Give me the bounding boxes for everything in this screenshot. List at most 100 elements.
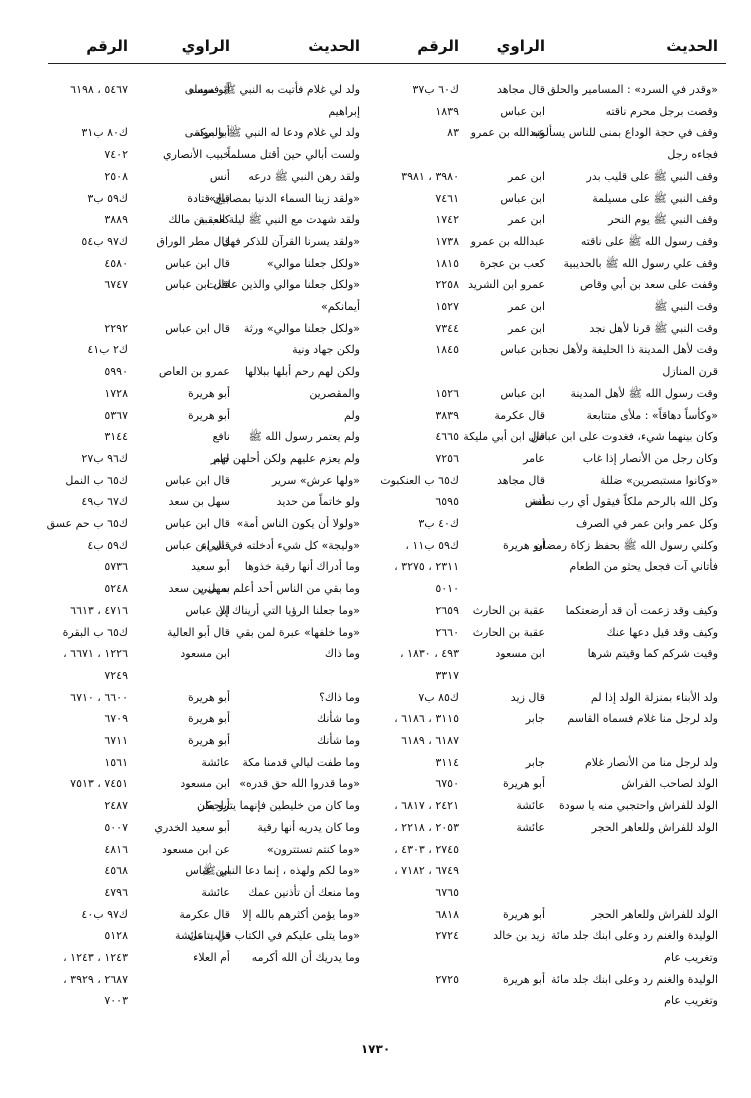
hadith-cell: وما منعك أن تأذنين عمك bbox=[248, 885, 360, 899]
hadith-cell: والمقصرين bbox=[309, 386, 360, 400]
hadith-cell: «وما كنتم تستترون» bbox=[266, 842, 360, 856]
hadith-cell: ولم يعزم عليهم ولكن أحلهن لهم bbox=[213, 451, 360, 465]
number-cell: ٢٤٢١ ، ٦٨١٧ ، bbox=[394, 799, 459, 813]
hadith-cell: ولست أبالي حين أقتل مسلماً bbox=[227, 148, 360, 162]
number-cell: ك٤٠ ب٣ bbox=[418, 517, 459, 530]
number-cell: ٥٠٠٧ bbox=[104, 820, 128, 834]
narrator-cell: قال ابن عباس bbox=[165, 517, 230, 530]
hadith-cell: وقف النبي ﷺ على مسيلمة bbox=[592, 191, 718, 205]
number-cell: ٦٧٦٥ bbox=[435, 885, 459, 899]
number-cell: ٤٦٦٥ bbox=[435, 430, 459, 444]
narrator-cell: ابن عباس bbox=[500, 191, 545, 205]
hadith-cell: وكان بينهما شيء، فغدوت على ابن عباس bbox=[530, 430, 718, 444]
number-cell: ١٧٢٨ bbox=[104, 386, 128, 400]
hadith-cell: ولو خاتماً من حديد bbox=[276, 495, 360, 509]
hadith-cell: «وقدر في السرد» : المسامير والحلق bbox=[547, 83, 718, 96]
hadith-cell: وما يدريك أن الله أكرمه bbox=[251, 951, 360, 964]
narrator-cell: ابن عمر bbox=[508, 300, 545, 313]
hadith-cell: ولد لرجل منا من الأنصار غلام bbox=[584, 755, 718, 769]
narrator-cell: أبو هريرة bbox=[187, 734, 230, 747]
hadith-cell: «وما لكم ولهذه ، إنما دعا النبي ﷺ bbox=[202, 864, 360, 878]
number-cell: ك٥٩ ب٣ bbox=[87, 191, 128, 205]
number-cell: ك٦٠ ب٣٧ bbox=[412, 83, 459, 96]
hadith-cell: «وما خلفها» عبرة لمن بقي bbox=[235, 625, 360, 639]
number-cell: ك٥٩ ب١١ ، bbox=[405, 538, 459, 552]
hadith-cell: ولد الأبناء بمنزلة الولد إذا لم bbox=[590, 690, 718, 704]
number-cell: ك٩٧ ب٤٠ bbox=[81, 907, 128, 921]
hadith-cell: «ولكل جعلنا موالي والذين عاقدت bbox=[206, 278, 360, 292]
narrator-cell: أبو هريرة bbox=[502, 538, 545, 552]
number-cell: ٥٤٦٧ ، ٦١٩٨ bbox=[70, 83, 128, 96]
number-cell: ٥١٢٨ bbox=[104, 929, 128, 943]
number-cell: ٢٠٥٣ ، ٢٢١٨ ، bbox=[394, 820, 459, 834]
hadith-cell: وقت رسول الله ﷺ لأهل المدينة bbox=[570, 386, 718, 400]
number-cell: ٧٣٤٤ bbox=[435, 321, 459, 335]
narrator-cell: عائشة bbox=[516, 799, 545, 813]
number-cell: ك٦٥ ب العنكبوت bbox=[380, 473, 459, 487]
hadith-cell: الوليدة والغنم رد وعلى ابنك جلد مائة bbox=[551, 972, 718, 986]
narrator-cell: ابن مسعود bbox=[495, 647, 545, 661]
narrator-cell: قال عكرمة bbox=[494, 408, 545, 422]
narrator-cell: سهل بن سعد bbox=[168, 582, 230, 596]
hadith-cell: «وكانوا مستبصرين» ضللة bbox=[599, 473, 718, 487]
hadith-cell: وقت النبي ﷺ قرنا لأهل نجد bbox=[589, 321, 718, 335]
hadith-cell: وما شأنك bbox=[317, 712, 360, 726]
number-cell: ٦١٨٧ ، ٦١٨٩ bbox=[401, 734, 459, 747]
narrator-cell: كعب بن عجرة bbox=[479, 256, 545, 270]
number-cell: ١٨٤٥ bbox=[435, 343, 459, 357]
hadith-cell: وقف النبي ﷺ يوم النحر bbox=[608, 213, 718, 227]
narrator-cell: جابر bbox=[525, 755, 545, 769]
number-cell: ٤٥٨٠ bbox=[104, 256, 128, 270]
number-cell: ٢٥٠٨ bbox=[104, 169, 128, 183]
hadith-cell: وكيف وقد زعمت أن قد أرضعتكما bbox=[565, 603, 718, 617]
number-cell: ٧٤٥١ ، ٧٥١٣ bbox=[70, 777, 128, 791]
number-cell: ٧٢٤٩ bbox=[104, 668, 128, 682]
column-header: الحديث bbox=[666, 37, 718, 55]
number-cell: ٣١٤٤ bbox=[104, 430, 128, 444]
narrator-cell: ابن مسعود bbox=[180, 777, 230, 791]
narrator-cell: أبو موسى bbox=[184, 83, 230, 96]
narrator-cell: أبو سعيد bbox=[191, 560, 230, 574]
number-cell: ٢٢٩٢ bbox=[104, 321, 128, 335]
number-cell: ك٦٥ ب النمل bbox=[65, 473, 128, 487]
narrator-cell: أبو هريرة bbox=[502, 777, 545, 791]
hadith-cell: وقفت على سعد بن أبي وقاص bbox=[579, 278, 718, 292]
narrator-cell: قال زيد bbox=[510, 690, 545, 704]
number-cell: ٥٠١٠ bbox=[435, 582, 459, 596]
hadith-cell: الولد للفراش واحتجبي منه يا سودة bbox=[559, 799, 718, 813]
hadith-cell: وما ذاك bbox=[324, 647, 360, 661]
number-cell: ك٩٦ ب٢٧ bbox=[81, 451, 128, 465]
number-cell: ك٦٥ ب حم عسق bbox=[46, 517, 128, 530]
number-cell: ١٥٢٧ bbox=[435, 300, 459, 313]
hadith-cell: وما كان من خليطين فإنهما يتراجعان bbox=[197, 799, 360, 813]
narrator-cell: جابر bbox=[210, 451, 230, 465]
narrator-cell: عن ابن مسعود bbox=[161, 842, 230, 856]
number-cell: ٣٨٨٩ bbox=[104, 213, 128, 227]
hadith-cell: وقصت برجل محرم ناقته bbox=[605, 104, 718, 118]
hadith-cell: وقف النبي ﷺ على قليب بدر bbox=[586, 169, 718, 183]
number-cell: ٣٣١٧ bbox=[435, 668, 459, 682]
number-cell: ك٨٥ ب٧ bbox=[418, 690, 459, 704]
narrator-cell: قال أبو العالية bbox=[166, 625, 230, 639]
hadith-cell: وما أدراك أنها رقية خذوها bbox=[244, 560, 360, 574]
narrator-cell: قال ابن عباس bbox=[165, 473, 230, 487]
number-cell: ٧٤٦١ bbox=[435, 191, 459, 205]
number-cell: ٢٦٥٩ bbox=[435, 603, 459, 617]
hadith-cell: وقت لأهل المدينة ذا الحليفة ولأهل نجد bbox=[542, 343, 718, 357]
number-cell: ٨٣ bbox=[447, 126, 459, 140]
narrator-cell: قال ابن عباس bbox=[165, 278, 230, 292]
number-cell: ٥٣٦٧ bbox=[104, 408, 128, 422]
number-cell: ١٧٤٢ bbox=[435, 213, 459, 227]
number-cell: ٦٨١٨ bbox=[435, 907, 459, 921]
number-cell: ٢٧٢٥ bbox=[435, 972, 459, 986]
number-cell: ٦٦٠٠ ، ٦٧١٠ bbox=[70, 690, 128, 704]
narrator-cell: ابن عمر bbox=[508, 169, 545, 183]
hadith-cell: وكلني رسول الله ﷺ بحفظ زكاة رمضان bbox=[534, 538, 718, 552]
narrator-cell: قال مجاهد bbox=[496, 473, 545, 487]
column-header: الراوي bbox=[181, 37, 230, 55]
narrator-cell: ابن عباس bbox=[185, 864, 230, 878]
number-cell: ٢٧٤٥ ، ٤٣٠٣ ، bbox=[394, 842, 459, 856]
hadith-cell: وقت النبي ﷺ bbox=[654, 300, 718, 313]
column-header: الحديث bbox=[308, 37, 360, 55]
